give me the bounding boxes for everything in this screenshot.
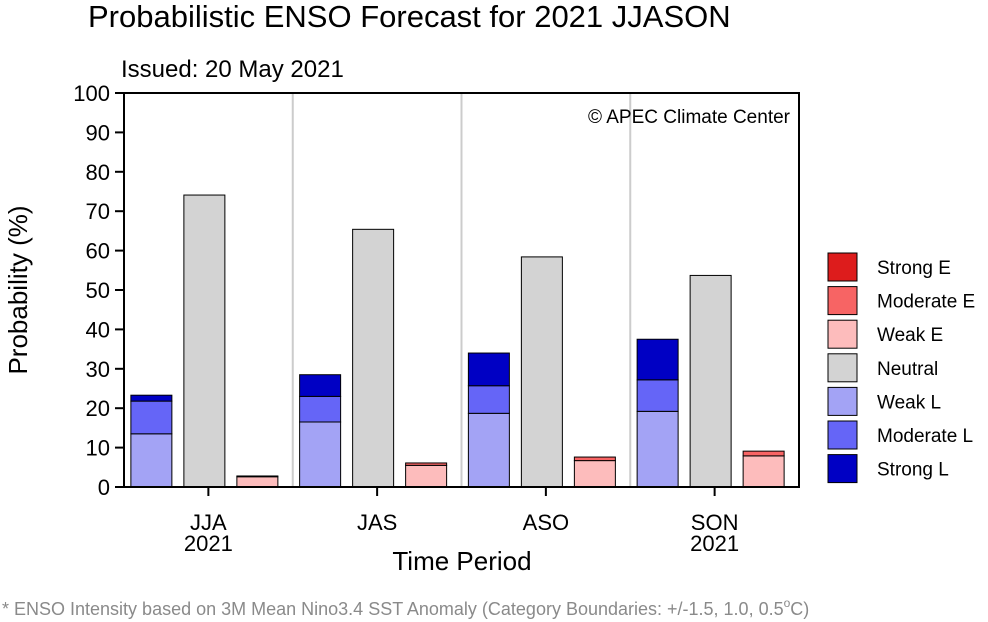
bar-strong-l-aso: [467, 352, 510, 387]
footnote-text: * ENSO Intensity based on 3M Mean Nino3.…: [2, 599, 784, 619]
y-tick-label: 50: [86, 278, 110, 303]
bar-neutral-aso: [520, 256, 563, 488]
bar-moderate-e-jja: [236, 475, 279, 478]
x-axis-title: Time Period: [392, 546, 531, 576]
bar-moderate-l-jja: [130, 400, 173, 435]
bar-neutral-jja: [183, 194, 226, 488]
legend-label-weak-l: Weak L: [877, 392, 941, 413]
bar-weak-l-aso: [467, 412, 510, 488]
x-tick-label-year: 2021: [184, 531, 233, 556]
legend-swatch-strong-l: [827, 454, 858, 484]
bar-moderate-e-jas: [405, 462, 448, 466]
y-tick-label: 60: [86, 239, 110, 264]
x-tick-label-year: 2021: [690, 531, 739, 556]
y-tick-label: 90: [86, 120, 110, 145]
y-tick-label: 80: [86, 160, 110, 185]
legend-label-weak-e: Weak E: [877, 325, 943, 346]
bar-moderate-l-son: [636, 379, 679, 412]
bar-moderate-l-jas: [299, 395, 342, 423]
legend-label-neutral: Neutral: [877, 359, 938, 380]
y-tick-label: 100: [73, 81, 110, 106]
footnote-degree: o: [784, 596, 791, 610]
x-tick-label: JAS: [357, 510, 397, 535]
y-tick-label: 20: [86, 396, 110, 421]
bar-weak-e-jja: [236, 476, 279, 488]
legend: Strong E Moderate E Weak E Neutral Weak L Mod…: [827, 252, 975, 484]
y-tick-label: 10: [86, 436, 110, 461]
legend-label-strong-l: Strong L: [877, 460, 949, 481]
y-tick-label: 70: [86, 199, 110, 224]
legend-swatch-neutral: [827, 353, 858, 383]
legend-swatch-strong-e: [827, 252, 858, 282]
bar-neutral-son: [689, 274, 732, 488]
legend-swatch-moderate-l: [827, 420, 858, 450]
legend-label-strong-e: Strong E: [877, 258, 951, 279]
x-tick-label: SON: [691, 510, 739, 535]
x-tick-label: ASO: [523, 510, 569, 535]
y-tick-label: 40: [86, 317, 110, 342]
legend-swatch-moderate-e: [827, 286, 858, 316]
bar-strong-l-jja: [130, 394, 173, 402]
chart-title: Probabilistic ENSO Forecast for 2021 JJA…: [88, 0, 731, 34]
legend-swatch-weak-l: [827, 386, 858, 416]
bar-weak-e-aso: [573, 460, 616, 488]
bar-weak-e-son: [742, 455, 785, 488]
legend-label-moderate-e: Moderate E: [877, 292, 975, 313]
bar-moderate-e-aso: [573, 456, 616, 462]
legend-swatch-weak-e: [827, 319, 858, 349]
bar-moderate-e-son: [742, 450, 785, 457]
chart-subtitle: Issued: 20 May 2021: [121, 56, 344, 83]
copyright-label: © APEC Climate Center: [588, 107, 791, 128]
bar-moderate-l-aso: [467, 385, 510, 414]
footnote: * ENSO Intensity based on 3M Mean Nino3.…: [2, 596, 809, 619]
legend-label-moderate-l: Moderate L: [877, 426, 973, 447]
bar-weak-l-jas: [299, 421, 342, 488]
footnote-unit: C): [790, 599, 809, 619]
y-tick-label: 30: [86, 357, 110, 382]
bar-strong-l-jas: [299, 374, 342, 397]
bar-weak-e-jas: [405, 464, 448, 488]
bar-strong-l-son: [636, 338, 679, 381]
y-axis-title: Probability (%): [3, 205, 33, 374]
bar-neutral-jas: [352, 228, 395, 488]
bar-weak-l-son: [636, 410, 679, 488]
y-tick-label: 0: [98, 475, 110, 500]
bar-weak-l-jja: [130, 433, 173, 488]
x-tick-label: JJA: [190, 510, 227, 535]
